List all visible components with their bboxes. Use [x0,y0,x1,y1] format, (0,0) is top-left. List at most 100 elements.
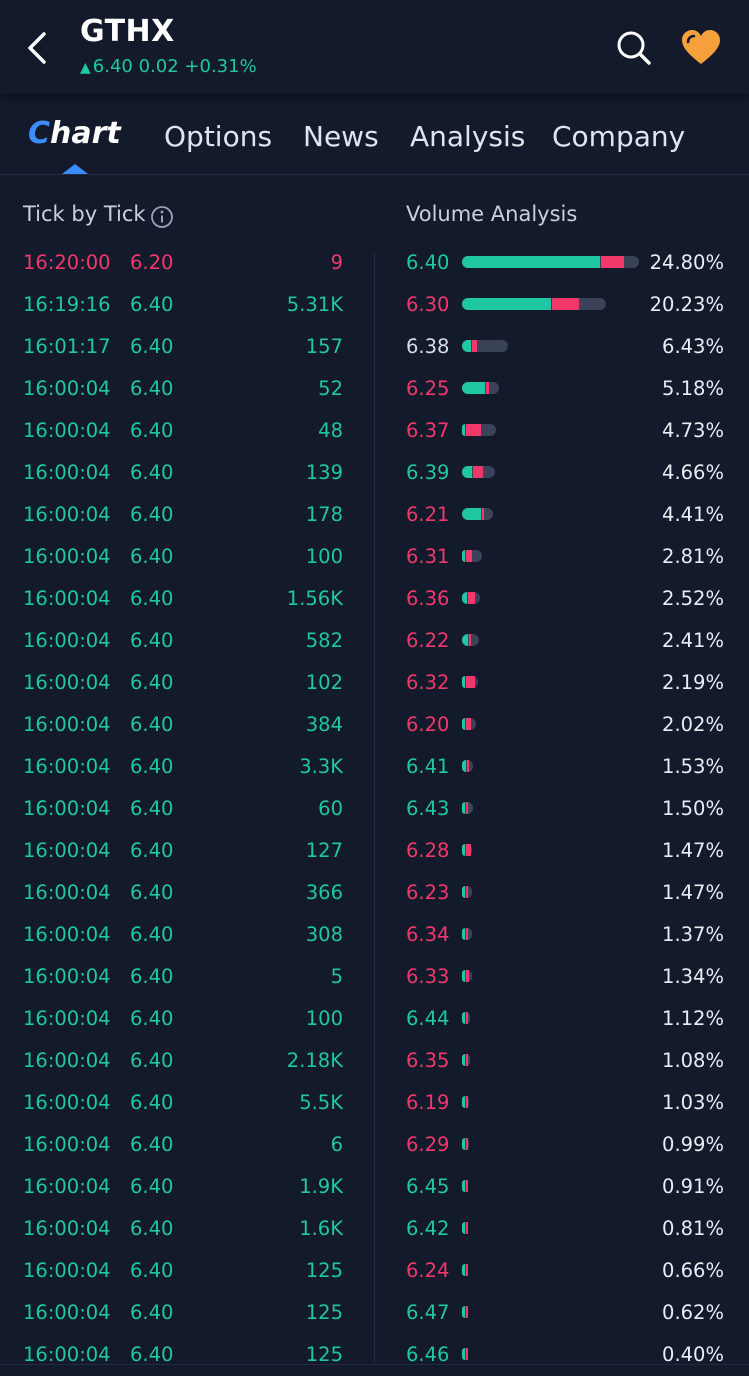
tick-row: 16:00:04 6.40 100 [0,542,374,572]
tab-options[interactable]: Options [164,120,273,153]
volume-row: 6.36 2.52% [375,584,749,614]
volume-price: 6.39 [406,461,450,484]
volume-bar [462,1138,469,1150]
volume-percent: 4.66% [662,461,724,484]
volume-price: 6.19 [406,1091,450,1114]
tick-vol: 127 [305,839,343,862]
tick-price: 6.40 [130,629,174,652]
volume-percent: 0.99% [662,1133,724,1156]
volume-bar-sell [466,886,468,898]
tick-row: 16:00:04 6.40 125 [0,1340,374,1370]
favorite-heart-icon[interactable] [680,28,722,68]
volume-row: 6.46 0.40% [375,1340,749,1370]
tick-time: 16:19:16 [23,293,111,316]
volume-price: 6.37 [406,419,450,442]
tab-chart-initial: C [28,116,51,151]
tab-chart[interactable]: Chart [28,116,121,151]
volume-percent: 0.91% [662,1175,724,1198]
volume-price: 6.45 [406,1175,450,1198]
volume-bar-sell [482,508,484,520]
tick-price: 6.40 [130,377,174,400]
tick-vol: 582 [305,629,343,652]
tick-time: 16:00:04 [23,713,111,736]
tick-vol: 5 [330,965,343,988]
volume-percent: 1.12% [662,1007,724,1030]
tick-price: 6.40 [130,881,174,904]
volume-row: 6.21 4.41% [375,500,749,530]
volume-bar-sell [472,340,477,352]
volume-bar-neutral [462,550,482,562]
volume-row: 6.24 0.66% [375,1256,749,1286]
volume-percent: 0.62% [662,1301,724,1324]
volume-price: 6.44 [406,1007,450,1030]
volume-price: 6.47 [406,1301,450,1324]
volume-bar-buy [462,970,465,982]
volume-bar-sell [466,1096,468,1108]
volume-row: 6.22 2.41% [375,626,749,656]
volume-bar [462,676,478,688]
tick-time: 16:00:04 [23,1217,111,1240]
tick-time: 16:00:04 [23,1259,111,1282]
volume-bar-sell [466,1012,468,1024]
volume-percent: 1.37% [662,923,724,946]
tick-row: 16:00:04 6.40 6 [0,1130,374,1160]
volume-percent: 20.23% [649,293,724,316]
info-icon[interactable] [150,205,174,229]
volume-price: 6.40 [406,251,450,274]
tick-row: 16:00:04 6.40 582 [0,626,374,656]
tick-vol: 100 [305,1007,343,1030]
tab-news[interactable]: News [303,120,379,153]
volume-bar-buy [462,382,485,394]
tick-vol: 366 [305,881,343,904]
volume-bar [462,844,472,856]
volume-price: 6.35 [406,1049,450,1072]
tick-time: 16:00:04 [23,461,111,484]
tick-time: 16:20:00 [23,251,111,274]
column-divider [374,252,375,1364]
tick-time: 16:00:04 [23,1049,111,1072]
volume-price: 6.21 [406,503,450,526]
volume-bar-buy [462,928,465,940]
tab-bar: Chart Options News Analysis Company [0,94,749,175]
volume-bar-buy [462,1054,465,1066]
tick-price: 6.40 [130,1217,174,1240]
back-arrow-icon[interactable] [22,28,54,68]
tick-vol: 48 [318,419,343,442]
search-icon[interactable] [614,28,654,68]
tick-time: 16:00:04 [23,545,111,568]
tick-vol: 102 [305,671,343,694]
tick-row: 16:00:04 6.40 308 [0,920,374,950]
tick-time: 16:00:04 [23,671,111,694]
volume-bar [462,886,472,898]
price-change-percent: +0.31% [184,56,257,77]
volume-bar [462,718,476,730]
tick-row: 16:00:04 6.40 139 [0,458,374,488]
volume-row: 6.38 6.43% [375,332,749,362]
tab-company[interactable]: Company [552,120,686,153]
volume-bar-buy [462,802,465,814]
tab-analysis[interactable]: Analysis [410,120,526,153]
tick-price: 6.40 [130,419,174,442]
tick-price: 6.40 [130,965,174,988]
volume-bar-sell [466,1180,468,1192]
tick-row: 16:00:04 6.40 2.18K [0,1046,374,1076]
tick-time: 16:00:04 [23,1007,111,1030]
volume-price: 6.34 [406,923,450,946]
tick-time: 16:00:04 [23,965,111,988]
tick-price: 6.40 [130,587,174,610]
tick-price: 6.40 [130,923,174,946]
volume-percent: 2.81% [662,545,724,568]
volume-bar-buy [462,634,468,646]
volume-percent: 6.43% [662,335,724,358]
volume-bar-neutral [462,1180,468,1192]
volume-percent: 1.50% [662,797,724,820]
tick-time: 16:00:04 [23,419,111,442]
volume-bar-sell [466,1222,468,1234]
volume-bar [462,592,480,604]
tick-row: 16:00:04 6.40 48 [0,416,374,446]
tick-price: 6.20 [130,251,174,274]
volume-bar-sell [466,1264,468,1276]
tick-vol: 139 [305,461,343,484]
volume-bar-buy [462,298,551,310]
volume-percent: 4.73% [662,419,724,442]
